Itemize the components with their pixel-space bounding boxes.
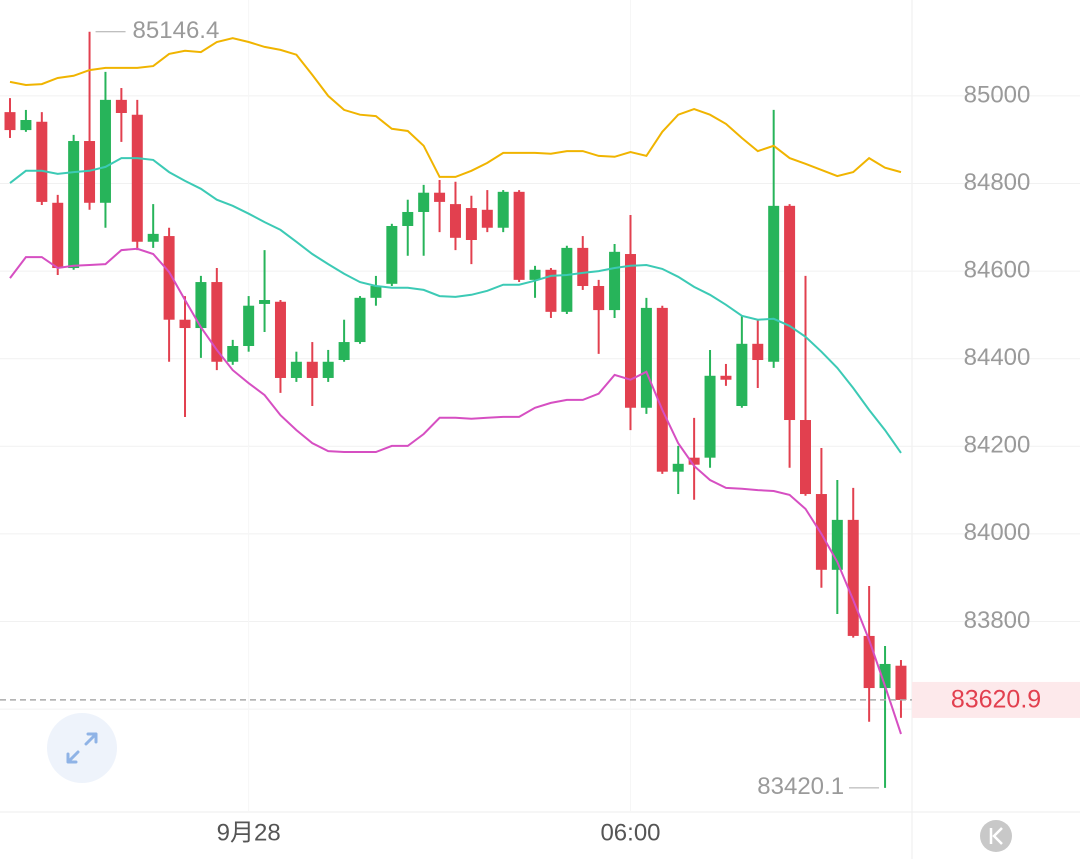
candle-body	[147, 233, 159, 242]
candle-body	[831, 519, 843, 570]
candle-body	[131, 114, 143, 242]
candle-body	[481, 209, 493, 228]
candle-body	[195, 282, 207, 329]
candle-body	[545, 269, 557, 312]
candle-body	[322, 361, 334, 378]
current-price: 83620.9	[951, 686, 1041, 714]
candle-body	[338, 342, 350, 361]
expand-icon	[66, 732, 98, 764]
candle-body	[68, 141, 80, 269]
candle-body	[879, 663, 891, 689]
candle-body	[640, 307, 652, 408]
candle-body	[386, 225, 398, 284]
candle-body	[227, 345, 239, 362]
candle-body	[847, 519, 859, 636]
reset-button[interactable]	[980, 820, 1012, 852]
candle-body	[434, 192, 446, 202]
y-tick-label: 84200	[964, 432, 1031, 459]
candle-body	[259, 300, 271, 304]
candle-body	[99, 99, 111, 203]
candle-body	[84, 141, 96, 203]
candle-body	[290, 361, 302, 378]
candle-body	[370, 285, 382, 298]
candle-body	[863, 635, 875, 689]
candle-body	[624, 254, 636, 408]
y-tick-label: 84800	[964, 169, 1031, 196]
candle-body	[274, 301, 286, 378]
candle-body	[656, 307, 668, 472]
candle-body	[815, 494, 827, 570]
candle-body	[306, 361, 318, 378]
min-label: 83420.1	[757, 773, 844, 800]
candle-body	[736, 343, 748, 406]
band-line	[9, 247, 902, 735]
candle-body	[784, 205, 796, 421]
candle-body	[768, 205, 780, 362]
candle-body	[720, 375, 732, 380]
candle-body	[4, 112, 16, 131]
y-tick-label: 83800	[964, 607, 1031, 634]
y-tick-label: 84400	[964, 344, 1031, 371]
candle-body	[513, 191, 525, 280]
candle-body	[354, 297, 366, 343]
candle-body	[577, 247, 589, 286]
candle-body	[402, 211, 414, 226]
candle-body	[704, 375, 716, 458]
candle-body	[895, 665, 907, 700]
candle-body	[20, 120, 32, 131]
candle-body	[529, 269, 541, 280]
candle-body	[36, 121, 48, 202]
candle-body	[609, 251, 621, 311]
candle-body	[497, 191, 509, 228]
candle-body	[672, 463, 684, 472]
y-tick-label: 84600	[964, 256, 1031, 283]
x-tick-label: 9月28	[217, 819, 281, 846]
candle-body	[449, 204, 461, 238]
candle-body	[593, 285, 605, 311]
candle-body	[52, 202, 64, 269]
price-box	[912, 681, 1080, 718]
candle-body	[800, 420, 811, 495]
candle-body	[243, 305, 255, 346]
y-tick-label: 84000	[964, 519, 1031, 546]
candle-body	[688, 457, 700, 465]
candle-body	[211, 282, 223, 362]
band-line	[9, 157, 902, 454]
candle-body	[115, 99, 127, 113]
reset-icon	[989, 827, 1003, 845]
candle-body	[465, 208, 477, 241]
expand-button[interactable]	[47, 713, 117, 783]
candle-body	[418, 192, 430, 212]
candle-body	[752, 343, 764, 361]
y-tick-label: 85000	[964, 81, 1031, 108]
candle-body	[179, 319, 191, 329]
band-line	[9, 37, 902, 178]
max-label: 85146.4	[133, 17, 220, 44]
candle-body	[163, 236, 175, 320]
candle-body	[561, 247, 573, 312]
x-tick-label: 06:00	[600, 819, 660, 846]
